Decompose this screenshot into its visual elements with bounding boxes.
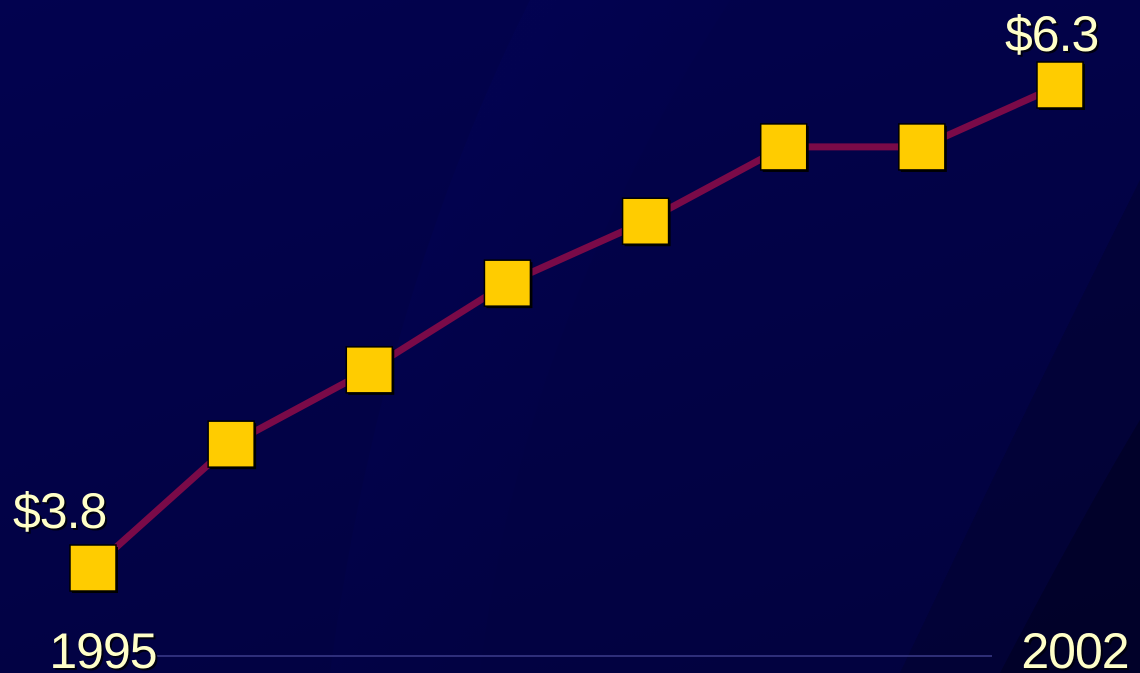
data-point-marker bbox=[207, 420, 257, 470]
data-point-marker bbox=[483, 259, 533, 309]
data-point-marker-square bbox=[483, 259, 532, 307]
data-point-marker bbox=[69, 544, 118, 593]
data-point-marker bbox=[621, 197, 671, 247]
x-tick-label-shadow: 1995 bbox=[51, 625, 158, 673]
data-label: $3.8 bbox=[13, 483, 106, 539]
x-tick-label-shadow: 2002 bbox=[1023, 625, 1130, 673]
data-label-shadow: $3.8 bbox=[15, 485, 108, 541]
data-point-marker-square bbox=[621, 197, 670, 245]
data-point-marker-square bbox=[207, 420, 255, 468]
data-point-marker-square bbox=[69, 544, 117, 592]
data-point-marker-square bbox=[898, 123, 946, 171]
data-point-marker bbox=[759, 123, 809, 172]
data-point-marker-square bbox=[759, 123, 808, 171]
x-tick-label: 1995 bbox=[49, 623, 156, 673]
x-tick-label: 2002 bbox=[1021, 623, 1128, 673]
data-point-marker-square bbox=[1036, 61, 1084, 109]
data-point-marker bbox=[1036, 61, 1085, 110]
data-point-marker-square bbox=[345, 346, 394, 394]
data-point-marker bbox=[345, 346, 395, 395]
data-point-marker bbox=[898, 123, 947, 172]
marker-group bbox=[69, 61, 1085, 593]
data-label: $6.3 bbox=[1005, 6, 1098, 62]
data-label-shadow: $6.3 bbox=[1007, 8, 1100, 64]
